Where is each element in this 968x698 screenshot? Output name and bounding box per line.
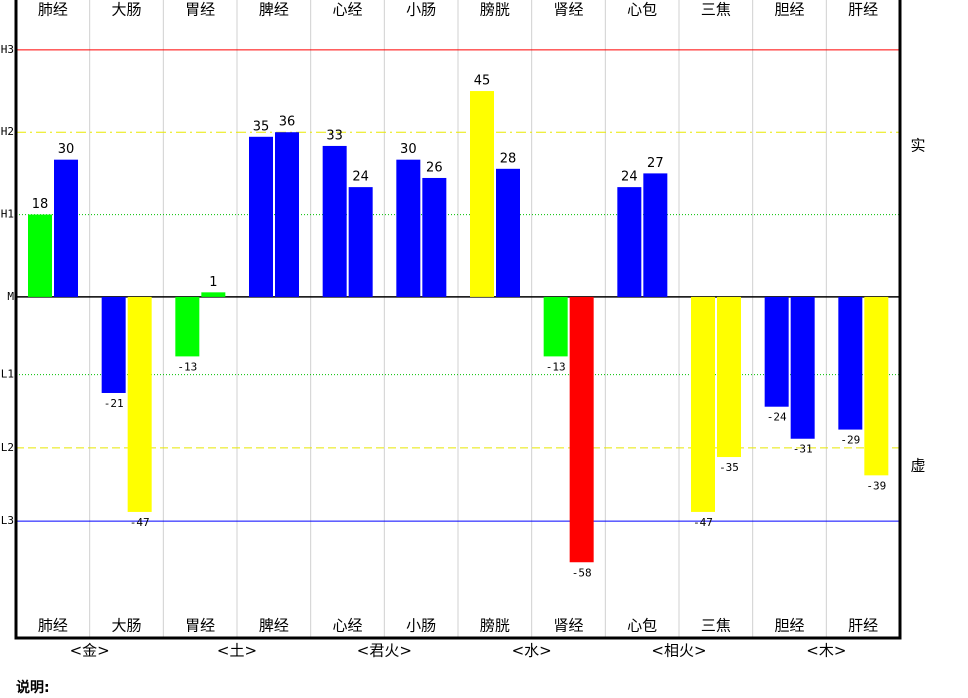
y-tick-label: H2 — [1, 125, 14, 138]
bar — [496, 168, 520, 297]
value-label: 1 — [209, 275, 217, 290]
bottom-category-label: 肺经 — [38, 617, 68, 635]
bar — [717, 296, 741, 458]
bar — [543, 296, 568, 357]
top-category-label: 肾经 — [553, 1, 583, 19]
value-label: 27 — [647, 156, 664, 171]
bar — [643, 173, 668, 297]
bar — [790, 296, 815, 439]
value-label: -47 — [130, 516, 150, 529]
bar — [175, 296, 200, 357]
bar — [201, 292, 226, 297]
value-label: -58 — [572, 566, 592, 579]
value-label: 30 — [400, 142, 417, 157]
y-tick-label: L3 — [1, 514, 14, 527]
bar — [275, 132, 299, 297]
group-label: <君火> — [357, 642, 412, 660]
bottom-category-label: 脾经 — [259, 617, 289, 635]
value-label: -13 — [177, 360, 197, 373]
y-tick-label: M — [7, 290, 14, 303]
bar — [422, 177, 447, 297]
bottom-category-label: 胆经 — [774, 617, 804, 635]
bar — [127, 296, 152, 512]
y-tick-label: H1 — [1, 208, 14, 221]
bottom-category-label: 肝经 — [848, 617, 878, 635]
value-label: 35 — [253, 119, 270, 134]
top-category-label: 肺经 — [38, 1, 68, 19]
bar — [54, 159, 78, 297]
top-category-label: 小肠 — [406, 1, 436, 19]
group-label: <相火> — [651, 642, 706, 660]
group-label: <金> — [70, 642, 110, 660]
top-category-label: 胆经 — [774, 1, 804, 19]
y-tick-label: H3 — [1, 43, 14, 56]
value-label: 24 — [621, 170, 638, 185]
bar — [569, 296, 594, 563]
value-label: -29 — [840, 434, 860, 447]
value-label: 45 — [474, 74, 491, 89]
top-category-label: 脾经 — [259, 1, 289, 19]
bar — [764, 296, 789, 407]
bar — [864, 296, 889, 476]
value-label: 33 — [326, 128, 343, 143]
top-category-label: 胃经 — [185, 1, 215, 19]
value-label: 26 — [426, 160, 443, 175]
value-label: 36 — [279, 115, 296, 130]
top-category-label: 大肠 — [111, 1, 141, 19]
group-label: <木> — [806, 642, 846, 660]
top-category-label: 心经 — [332, 1, 362, 19]
bottom-category-label: 膀胱 — [480, 617, 510, 635]
bar — [348, 187, 373, 297]
bar — [101, 296, 126, 393]
value-label: -24 — [767, 411, 787, 424]
bar — [470, 91, 494, 297]
value-label: 24 — [352, 170, 369, 185]
value-label: 28 — [500, 151, 517, 166]
bottom-category-label: 心经 — [332, 617, 362, 635]
bottom-category-label: 三焦 — [701, 617, 731, 635]
frame — [14, 0, 902, 640]
bar — [838, 296, 863, 430]
bottom-category-label: 小肠 — [406, 617, 436, 635]
top-category-label: 三焦 — [701, 1, 731, 19]
value-label: -13 — [546, 360, 566, 373]
bar — [691, 296, 715, 512]
bar — [249, 136, 273, 297]
value-label: 30 — [58, 142, 75, 157]
note: 说明: — [16, 679, 50, 696]
value-label: -39 — [866, 479, 886, 492]
y-tick-label: L2 — [1, 441, 14, 454]
upper-label: 实 — [910, 137, 925, 155]
value-label: -35 — [719, 461, 739, 474]
group-label: <水> — [512, 642, 552, 660]
value-label: -21 — [104, 397, 124, 410]
bottom-category-label: 心包 — [627, 617, 657, 635]
top-category-label: 肝经 — [848, 1, 878, 19]
bottom-category-label: 胃经 — [185, 617, 215, 635]
bar — [396, 159, 421, 297]
lower-label: 虚 — [910, 457, 925, 475]
value-label: -31 — [793, 443, 813, 456]
y-tick-label: L1 — [1, 368, 14, 381]
bar — [28, 214, 52, 297]
bottom-category-label: 大肠 — [111, 617, 141, 635]
top-category-label: 膀胱 — [480, 1, 510, 19]
group-label: <土> — [217, 642, 257, 660]
value-label: -47 — [693, 516, 713, 529]
value-label: 18 — [32, 197, 49, 212]
bottom-category-label: 肾经 — [553, 617, 583, 635]
bar — [322, 145, 347, 297]
top-category-label: 心包 — [627, 1, 657, 19]
bar — [617, 187, 642, 297]
